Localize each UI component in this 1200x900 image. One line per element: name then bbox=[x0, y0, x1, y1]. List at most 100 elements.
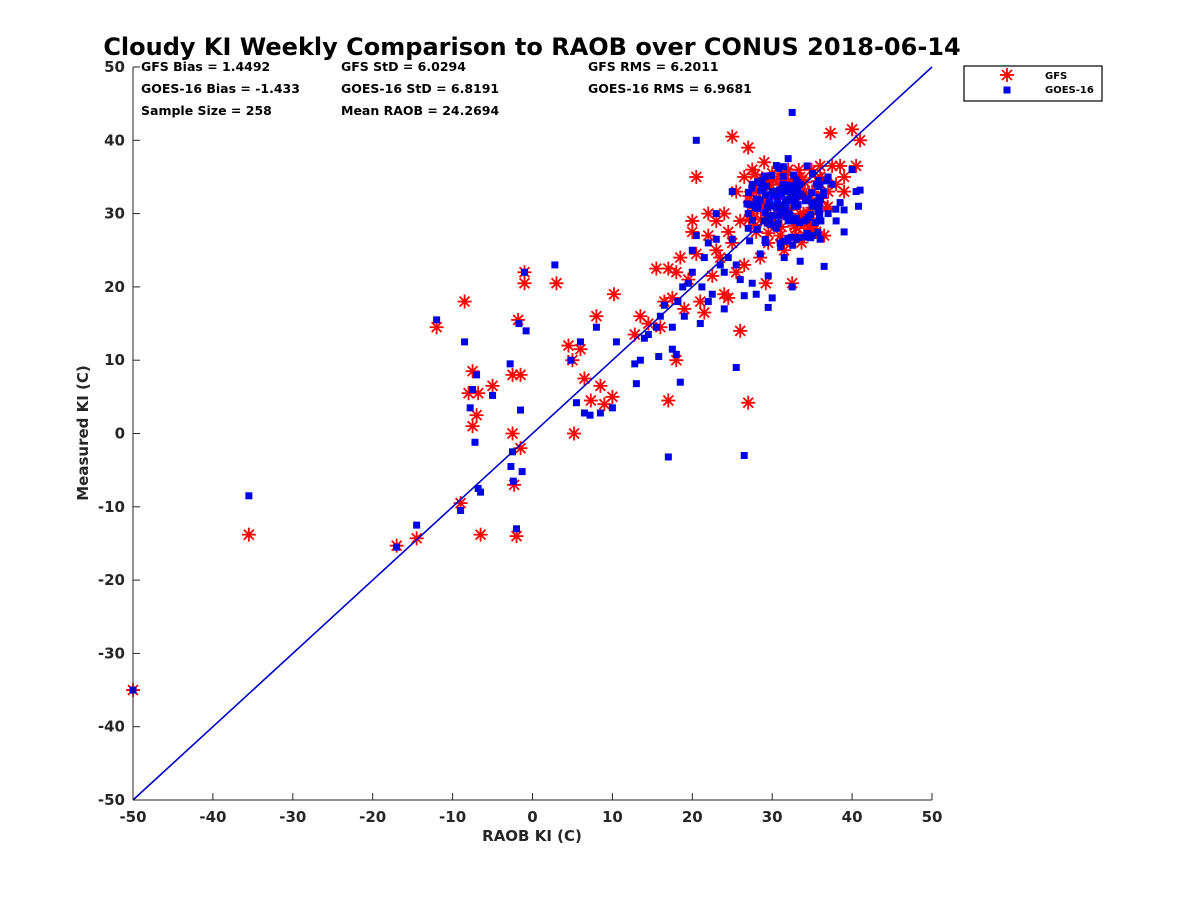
goes-point bbox=[799, 192, 807, 200]
goes-point bbox=[471, 438, 479, 446]
goes-point bbox=[756, 196, 764, 204]
goes-point bbox=[720, 305, 728, 313]
goes-point bbox=[763, 219, 771, 227]
goes-point bbox=[692, 232, 700, 240]
gfs-point bbox=[823, 125, 838, 140]
goes-point bbox=[744, 210, 752, 218]
goes-point bbox=[776, 239, 784, 247]
goes-point bbox=[724, 254, 732, 262]
goes-point bbox=[740, 451, 748, 459]
goes-point bbox=[712, 235, 720, 243]
goes-point bbox=[748, 180, 756, 188]
goes-point bbox=[517, 406, 525, 414]
goes-point bbox=[768, 188, 776, 196]
goes-point bbox=[823, 177, 831, 185]
goes-point bbox=[668, 323, 676, 331]
goes-point bbox=[777, 242, 785, 250]
reference-line-layer bbox=[132, 66, 933, 801]
gfs-point bbox=[697, 305, 712, 320]
goes-point bbox=[712, 210, 720, 218]
goes-point bbox=[522, 327, 530, 335]
x-axis-label: RAOB KI (C) bbox=[482, 827, 582, 845]
y-tick-label: -40 bbox=[98, 718, 125, 736]
gfs-point bbox=[845, 122, 860, 137]
gfs-point bbox=[589, 309, 604, 324]
goes-point bbox=[757, 179, 765, 187]
goes-point bbox=[580, 409, 588, 417]
goes-point bbox=[763, 182, 771, 190]
goes-point bbox=[761, 236, 769, 244]
gfs-point bbox=[717, 206, 732, 221]
gfs-point bbox=[725, 129, 740, 144]
goes-point bbox=[854, 202, 862, 210]
stat-goes-std: GOES-16 StD = 6.8191 bbox=[341, 81, 499, 96]
goes-point bbox=[767, 221, 775, 229]
goes-point bbox=[840, 206, 848, 214]
goes-point bbox=[716, 261, 724, 269]
y-tick-label: 10 bbox=[104, 351, 125, 369]
goes-point bbox=[660, 301, 668, 309]
goes-point bbox=[794, 201, 802, 209]
goes-point bbox=[787, 233, 795, 241]
goes-point bbox=[753, 225, 761, 233]
gfs-point bbox=[741, 395, 756, 410]
gfs-point bbox=[673, 250, 688, 265]
goes-point bbox=[756, 250, 764, 258]
goes-point bbox=[814, 182, 822, 190]
goes-point bbox=[815, 176, 823, 184]
goes-point bbox=[507, 462, 515, 470]
goes-point bbox=[809, 199, 817, 207]
stat-sample-size: Sample Size = 258 bbox=[141, 103, 272, 118]
stat-goes-bias: GOES-16 Bias = -1.433 bbox=[141, 81, 300, 96]
gfs-point bbox=[837, 184, 852, 199]
goes-point bbox=[768, 294, 776, 302]
gfs-point bbox=[606, 287, 621, 302]
goes-point bbox=[788, 283, 796, 291]
gfs-point bbox=[583, 393, 598, 408]
goes-point bbox=[848, 166, 856, 174]
goes-point bbox=[836, 199, 844, 207]
goes-point bbox=[393, 543, 401, 551]
y-tick-label: -30 bbox=[98, 644, 125, 662]
gfs-point bbox=[473, 527, 488, 542]
goes-point bbox=[786, 211, 794, 219]
goes-point bbox=[790, 187, 798, 195]
gfs-point bbox=[689, 169, 704, 184]
gfs-point bbox=[733, 323, 748, 338]
goes-point bbox=[764, 204, 772, 212]
goes-point bbox=[612, 338, 620, 346]
chart-title: Cloudy KI Weekly Comparison to RAOB over… bbox=[103, 33, 960, 61]
y-tick-label: 0 bbox=[115, 425, 125, 443]
y-tick-label: 50 bbox=[104, 58, 125, 76]
goes-point bbox=[764, 303, 772, 311]
goes-point bbox=[774, 220, 782, 228]
goes-point bbox=[513, 525, 521, 533]
goes-point bbox=[775, 164, 783, 172]
gfs-point bbox=[649, 261, 664, 276]
goes-point bbox=[704, 239, 712, 247]
goes-point bbox=[744, 224, 752, 232]
goes-point bbox=[688, 246, 696, 254]
goes-point bbox=[551, 261, 559, 269]
gfs-point bbox=[837, 169, 852, 184]
goes-point bbox=[728, 235, 736, 243]
goes-point bbox=[776, 205, 784, 213]
goes-point bbox=[469, 386, 477, 394]
goes-point bbox=[794, 179, 802, 187]
goes-point bbox=[473, 371, 481, 379]
goes-point bbox=[644, 331, 652, 339]
goes-point bbox=[640, 334, 648, 342]
goes-point bbox=[413, 521, 421, 529]
goes-point bbox=[795, 219, 803, 227]
x-tick-label: 20 bbox=[682, 808, 703, 826]
goes-point bbox=[672, 350, 680, 358]
gfs-point bbox=[485, 378, 500, 393]
goes-point bbox=[466, 404, 474, 412]
goes-point bbox=[748, 184, 756, 192]
goes-point bbox=[509, 477, 517, 485]
goes-point bbox=[518, 468, 526, 476]
goes-point bbox=[775, 212, 783, 220]
goes-point bbox=[506, 360, 514, 368]
gfs-point bbox=[593, 378, 608, 393]
goes-point bbox=[457, 506, 465, 514]
